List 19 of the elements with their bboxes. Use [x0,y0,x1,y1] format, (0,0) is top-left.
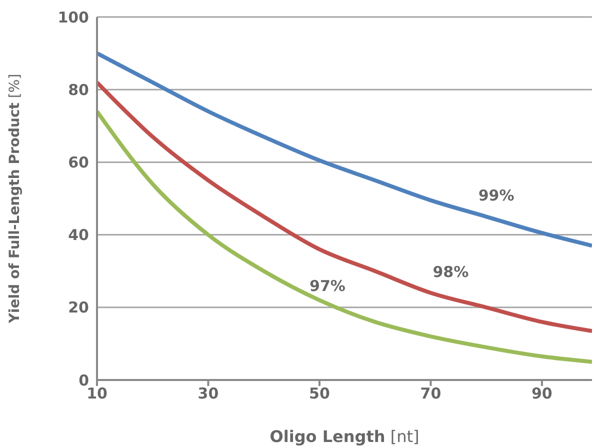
y-tick-label: 0 [78,371,89,390]
x-tick-label: 90 [532,384,552,403]
x-tick-label: 50 [309,384,330,403]
y-tick-label: 40 [68,226,89,244]
x-tick-label: 10 [86,384,108,403]
x-tick-label: 30 [198,384,219,403]
series-label: 99% [478,186,514,205]
series-label: 98% [432,262,469,281]
y-tick-label: 60 [68,154,89,172]
line-series [97,109,592,364]
line-series [97,80,592,333]
x-axis-title: Oligo Length [nt] [270,427,420,446]
y-tick-label: 80 [68,80,89,99]
y-tick-label: 100 [58,8,89,26]
y-axis-title: Yield of Full-Length Product [%] [7,74,23,324]
line-series [97,51,592,248]
x-tick-label: 70 [420,384,442,403]
y-tick-label: 20 [68,298,89,317]
series-label: 97% [310,277,346,296]
